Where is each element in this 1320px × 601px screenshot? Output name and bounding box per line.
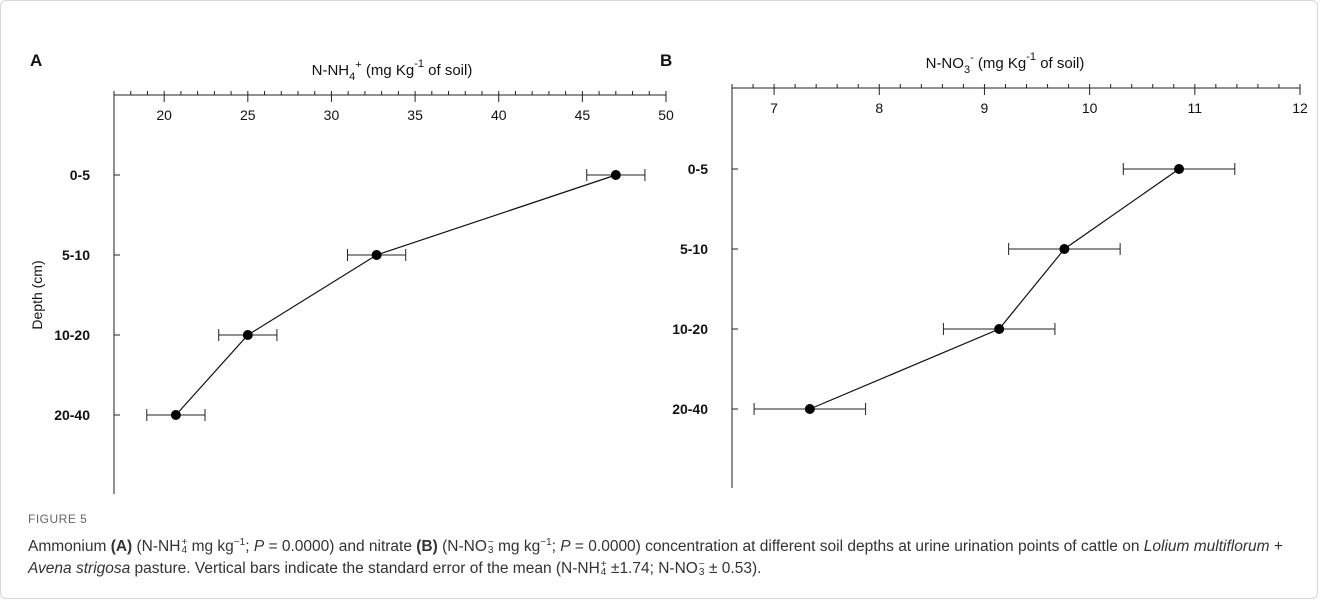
panel-a-ylabel: Depth (cm) bbox=[29, 260, 45, 329]
panel-a-y-tick-label: 5-10 bbox=[62, 247, 90, 263]
panel-a-axis-title: N-NH4+ (mg Kg-1 of soil) bbox=[312, 58, 473, 83]
panel-a-x-tick-label: 20 bbox=[156, 107, 172, 123]
panel-a-y-tick-label: 10-20 bbox=[54, 327, 90, 343]
panel-a: A N-NH4+ (mg Kg-1 of soil) Depth (cm) 20… bbox=[29, 51, 674, 494]
panel-b-data-point bbox=[994, 324, 1005, 334]
figure-caption: FIGURE 5 Ammonium (A) (N-NH +4 mg kg−1; P… bbox=[28, 512, 1308, 580]
panel-b-axis-title: N-NO3- (mg Kg-1 of soil) bbox=[926, 51, 1085, 76]
panel-a-series-line bbox=[175, 174, 617, 416]
panel-a-data-point bbox=[610, 170, 621, 180]
panel-b-data-point bbox=[1174, 164, 1185, 174]
panel-b-x-tick-label: 10 bbox=[1082, 100, 1098, 116]
panel-b-y-tick-label: 0-5 bbox=[688, 161, 708, 177]
panel-b-label: B bbox=[660, 51, 672, 70]
panel-a-data-point bbox=[242, 330, 253, 340]
figure-label: FIGURE 5 bbox=[28, 512, 88, 526]
panel-b-x-tick-label: 11 bbox=[1188, 100, 1203, 116]
panel-b-data-point bbox=[804, 404, 815, 414]
panel-b-data-point bbox=[1059, 244, 1070, 254]
panel-a-x-tick-label: 45 bbox=[575, 107, 591, 123]
panel-b-x-tick-label: 12 bbox=[1292, 100, 1308, 116]
caption-text: Ammonium (A) (N-NH +4 mg kg−1; P = 0.0000… bbox=[28, 537, 1283, 579]
panel-b-y-tick-label: 20-40 bbox=[672, 401, 708, 417]
panel-b-plot: 7 8 9 10 11 12 0-5 5-10 10-20 20-40 bbox=[672, 84, 1308, 488]
panel-b-x-tick-label: 9 bbox=[981, 100, 989, 116]
panel-a-y-tick-label: 0-5 bbox=[70, 167, 90, 183]
panel-a-x-tick-label: 30 bbox=[324, 107, 340, 123]
panel-b-y-tick-label: 10-20 bbox=[672, 321, 708, 337]
panel-b-y-tick-label: 5-10 bbox=[680, 241, 708, 257]
panel-b-x-tick-label: 8 bbox=[875, 100, 883, 116]
panel-a-y-tick-label: 20-40 bbox=[54, 407, 90, 423]
panel-a-label: A bbox=[30, 51, 42, 70]
panel-a-x-tick-label: 35 bbox=[407, 107, 423, 123]
panel-a-x-tick-label: 40 bbox=[491, 107, 507, 123]
panel-a-plot: 20 25 30 35 40 45 50 0-5 5-10 10-20 20-40 bbox=[54, 91, 674, 494]
panel-a-data-point bbox=[170, 410, 181, 420]
panel-a-data-point bbox=[371, 250, 382, 260]
panel-a-x-tick-label: 25 bbox=[240, 107, 256, 123]
panel-b: B N-NO3- (mg Kg-1 of soil) 7 8 9 10 11 12 0-5 5… bbox=[660, 51, 1308, 488]
panel-b-x-tick-label: 7 bbox=[770, 100, 778, 116]
panel-a-x-tick-label: 50 bbox=[658, 107, 674, 123]
panel-b-series-line bbox=[809, 168, 1180, 410]
